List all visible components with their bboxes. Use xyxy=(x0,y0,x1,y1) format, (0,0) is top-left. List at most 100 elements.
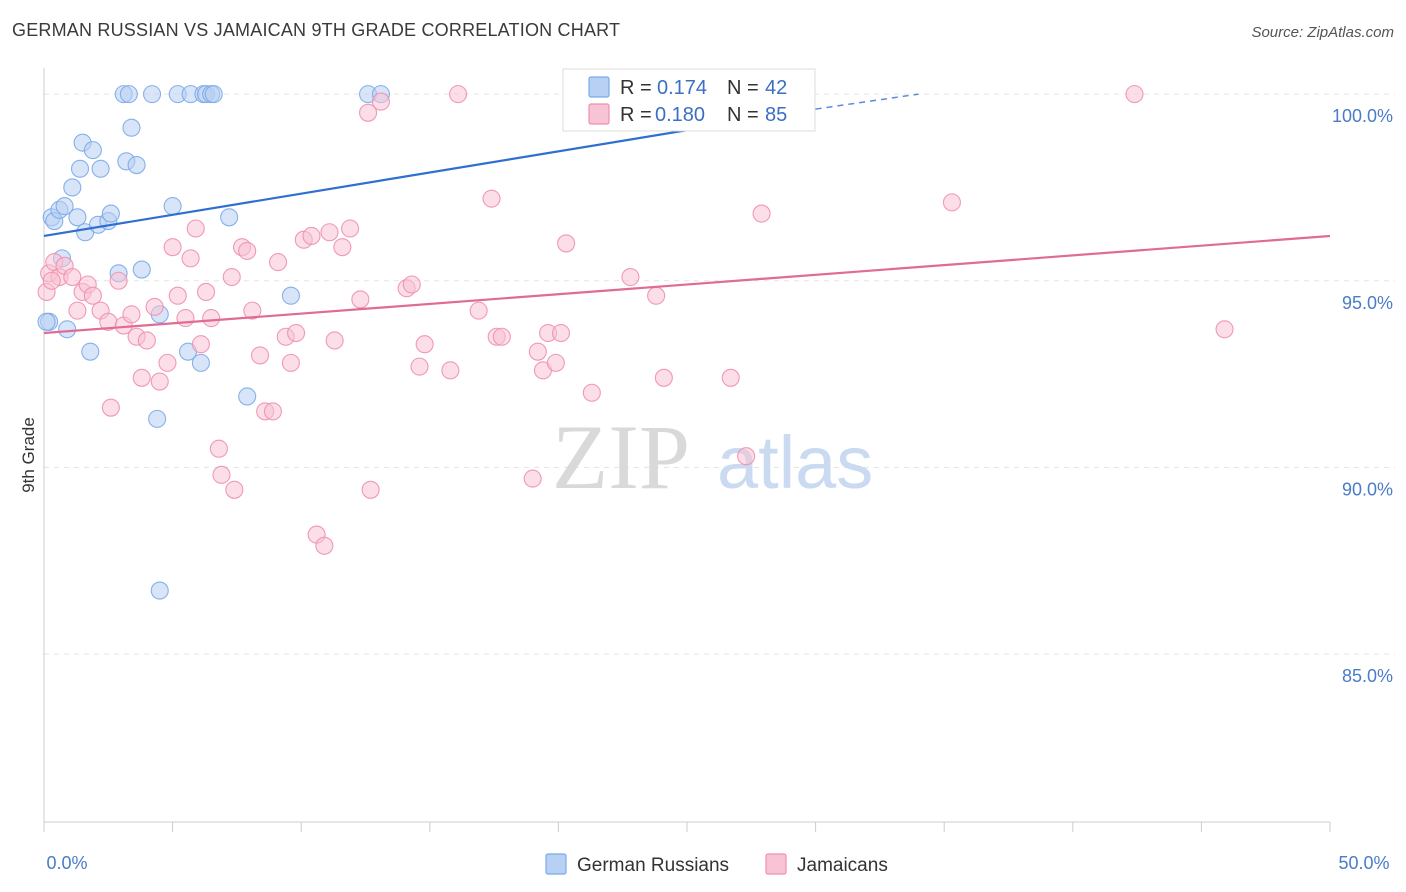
point-0-37 xyxy=(220,208,239,227)
point-1-54 xyxy=(361,480,380,499)
point-1-53 xyxy=(359,103,378,122)
point-1-70 xyxy=(546,353,565,372)
point-0-7 xyxy=(63,178,82,197)
point-1-50 xyxy=(333,238,352,257)
point-1-51 xyxy=(341,219,360,238)
y-tick-label-2: 90.0% xyxy=(1342,479,1393,499)
legend-n-value-1: 85 xyxy=(765,104,787,126)
legend-r-value-0: 0.174 xyxy=(657,77,707,99)
point-1-5 xyxy=(63,267,82,287)
point-1-40 xyxy=(269,253,288,272)
point-1-84 xyxy=(42,271,61,290)
point-1-73 xyxy=(582,383,601,402)
point-0-8 xyxy=(68,208,87,227)
point-1-9 xyxy=(83,286,102,305)
point-0-9 xyxy=(70,159,90,178)
point-0-43 xyxy=(37,312,56,331)
point-0-40 xyxy=(150,581,169,600)
point-0-12 xyxy=(83,141,102,160)
watermark: ZIP atlas xyxy=(552,406,873,508)
legend-n-value-0: 42 xyxy=(765,77,787,99)
point-1-12 xyxy=(101,398,120,417)
series-legend-label-jamaicans: Jamaicans xyxy=(797,855,888,876)
point-1-57 xyxy=(402,275,421,294)
legend-n-label-0: N = xyxy=(727,77,759,99)
point-0-28 xyxy=(163,197,182,216)
point-0-5 xyxy=(55,197,74,216)
point-1-79 xyxy=(752,204,771,223)
point-0-16 xyxy=(101,204,120,223)
point-1-19 xyxy=(145,297,164,316)
point-1-82 xyxy=(1125,85,1144,104)
point-1-66 xyxy=(523,469,542,488)
stats-legend: R = 0.174 N = 42 R = 0.180 N = 85 xyxy=(562,68,816,132)
point-1-47 xyxy=(315,536,334,555)
point-1-65 xyxy=(492,327,511,346)
point-1-23 xyxy=(168,286,187,305)
trend-line-1 xyxy=(43,234,1331,335)
point-1-62 xyxy=(469,301,488,320)
series-legend-swatch-jamaicans xyxy=(765,853,787,875)
point-0-38 xyxy=(238,387,257,406)
point-1-72 xyxy=(557,234,576,253)
x-tick-label-right: 50.0% xyxy=(1338,853,1389,873)
point-1-35 xyxy=(238,241,257,260)
series-legend-swatch-german-russians xyxy=(545,853,567,875)
y-tick-label-0: 100.0% xyxy=(1332,106,1393,126)
point-1-28 xyxy=(196,282,216,302)
point-1-15 xyxy=(122,305,141,324)
point-1-61 xyxy=(449,85,468,104)
series-0-points xyxy=(37,85,769,600)
y-tick-label-1: 95.0% xyxy=(1342,293,1393,313)
point-0-26 xyxy=(148,409,167,428)
point-1-39 xyxy=(263,402,282,421)
point-1-45 xyxy=(302,226,321,246)
legend-r-value-1: 0.180 xyxy=(655,104,705,126)
point-1-60 xyxy=(441,361,460,380)
grid-lines xyxy=(44,93,1395,655)
series-legend-label-german-russians: German Russians xyxy=(577,855,729,876)
point-0-21 xyxy=(132,260,151,279)
point-0-20 xyxy=(127,155,146,175)
y-tick-label-3: 85.0% xyxy=(1342,666,1393,686)
point-1-20 xyxy=(150,372,169,391)
x-tick-label-left: 0.0% xyxy=(46,853,87,873)
legend-swatch-german-russians xyxy=(588,76,610,98)
point-1-74 xyxy=(621,267,640,287)
point-1-49 xyxy=(325,331,344,350)
point-1-52 xyxy=(351,290,370,309)
series-legend: German Russians Jamaicans xyxy=(545,853,888,876)
trend-line-extension-0 xyxy=(815,93,919,110)
point-1-24 xyxy=(176,309,195,328)
chart-title: GERMAN RUSSIAN VS JAMAICAN 9TH GRADE COR… xyxy=(12,20,621,40)
point-1-21 xyxy=(158,353,177,372)
point-1-75 xyxy=(647,286,666,305)
point-1-58 xyxy=(410,357,429,376)
point-1-18 xyxy=(137,331,156,350)
legend-r-label-0: R = xyxy=(620,77,652,99)
point-0-19 xyxy=(122,118,141,137)
point-1-25 xyxy=(181,249,200,268)
point-1-30 xyxy=(209,439,228,458)
point-0-24 xyxy=(119,85,138,104)
point-1-71 xyxy=(551,323,571,343)
point-0-32 xyxy=(191,353,210,372)
series-1-points xyxy=(37,85,1234,555)
point-0-14 xyxy=(91,159,110,178)
y-axis-label: 9th Grade xyxy=(19,417,38,493)
point-1-6 xyxy=(68,301,87,320)
point-1-26 xyxy=(186,219,205,238)
point-1-36 xyxy=(243,301,262,320)
legend-r-label-1: R = xyxy=(620,104,652,126)
point-1-42 xyxy=(281,353,300,372)
point-1-17 xyxy=(132,368,151,387)
x-axis-ticks xyxy=(43,822,1331,832)
point-1-77 xyxy=(721,368,740,387)
point-1-83 xyxy=(1215,320,1234,339)
y-axis-tick-labels: 100.0% 95.0% 90.0% 85.0% xyxy=(1332,106,1393,686)
point-0-22 xyxy=(81,342,100,361)
point-1-76 xyxy=(654,368,673,387)
point-1-78 xyxy=(737,447,756,466)
data-points xyxy=(37,85,1234,600)
